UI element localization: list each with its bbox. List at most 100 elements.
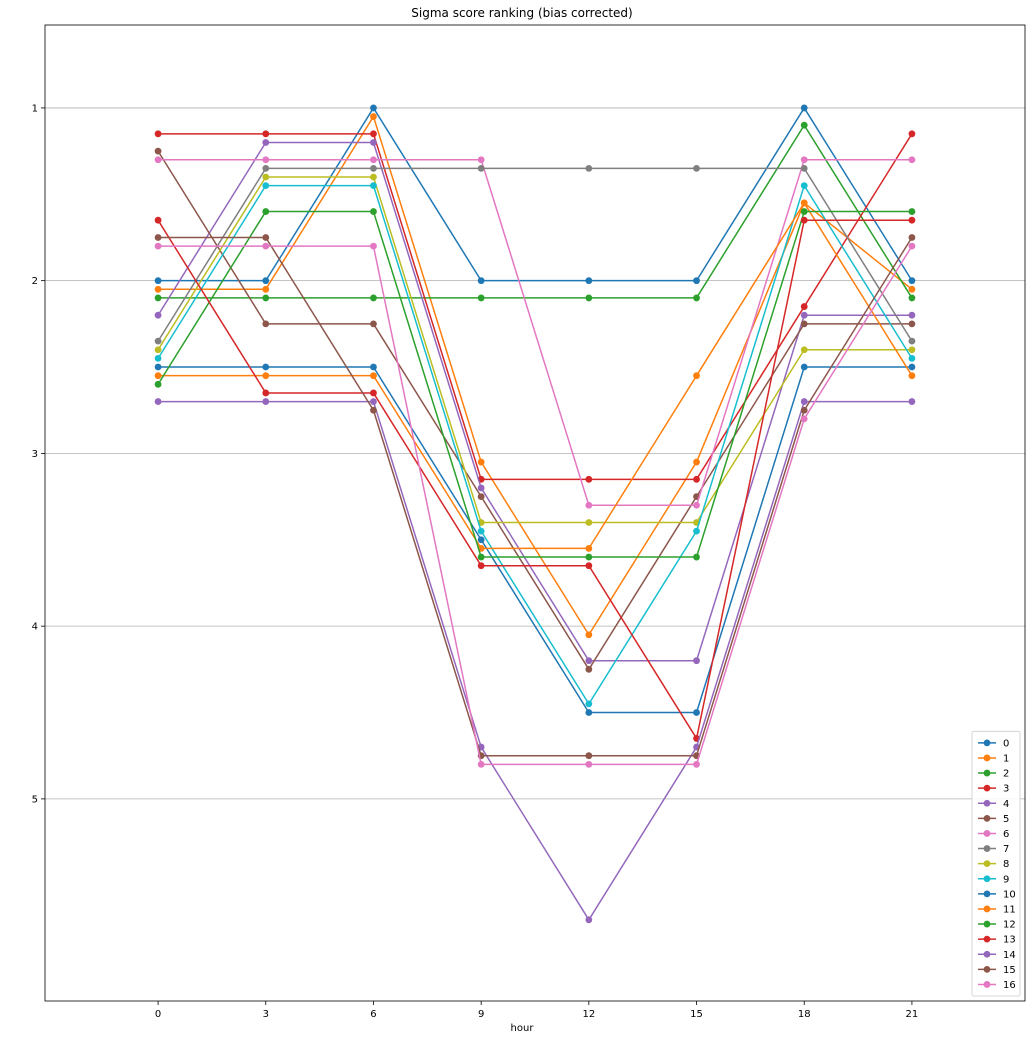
legend-item: 7	[978, 844, 1009, 855]
data-point	[262, 164, 270, 172]
legend-label: 9	[1003, 874, 1009, 885]
data-point	[800, 121, 808, 129]
data-point	[370, 182, 377, 190]
legend-item: 14	[978, 950, 1016, 961]
data-point	[262, 208, 270, 215]
data-point	[370, 294, 377, 302]
series-line	[158, 158, 912, 506]
data-point	[262, 294, 270, 302]
series-line	[157, 219, 912, 740]
data-point	[262, 372, 270, 380]
series-13	[154, 216, 916, 742]
data-point	[908, 311, 916, 319]
data-point	[370, 173, 377, 181]
legend-item: 5	[978, 814, 1009, 825]
data-point	[585, 475, 593, 483]
legend-label: 13	[1003, 935, 1016, 946]
legend-swatch-marker	[983, 830, 991, 837]
x-tick-label: 12	[582, 1009, 595, 1020]
legend-label: 16	[1003, 980, 1016, 991]
data-point	[477, 277, 485, 285]
series-line	[158, 245, 913, 766]
data-point	[908, 398, 916, 405]
data-point	[693, 164, 700, 172]
data-point	[262, 285, 270, 293]
data-point	[262, 156, 270, 164]
legend-swatch-marker	[983, 799, 991, 807]
data-point	[908, 130, 916, 138]
legend-item: 11	[978, 904, 1016, 915]
x-tick-label: 21	[906, 1009, 919, 1020]
data-point	[693, 294, 700, 302]
data-point	[370, 389, 377, 397]
data-point	[908, 354, 916, 362]
data-point	[908, 320, 916, 328]
data-point	[800, 363, 808, 371]
legend-item: 8	[978, 859, 1009, 870]
data-point	[370, 208, 377, 215]
series-line	[158, 236, 913, 757]
data-point	[800, 311, 808, 319]
legend-item: 2	[978, 769, 1009, 780]
data-point	[908, 277, 916, 285]
series-2	[154, 121, 916, 302]
data-point	[154, 354, 162, 362]
data-point	[908, 156, 916, 164]
data-point	[693, 553, 700, 561]
plot-frame	[44, 24, 1026, 1002]
data-point	[477, 493, 485, 500]
data-point	[585, 519, 593, 526]
y-tick-label: 5	[32, 794, 38, 805]
series-line	[158, 124, 913, 299]
data-point	[370, 164, 377, 172]
data-point	[262, 242, 270, 250]
data-point	[800, 346, 808, 354]
legend-item: 10	[978, 889, 1016, 900]
legend-label: 2	[1003, 769, 1009, 780]
data-point	[477, 164, 485, 172]
data-point	[477, 484, 485, 492]
x-tick-label: 0	[155, 1009, 161, 1020]
legend-swatch-marker	[983, 965, 991, 973]
series-6	[154, 156, 916, 509]
y-tick-label: 3	[32, 449, 38, 460]
data-point	[154, 380, 162, 388]
series-0	[154, 104, 916, 285]
legend-item: 12	[978, 920, 1016, 931]
legend-label: 5	[1003, 814, 1009, 825]
legend-swatch-marker	[983, 784, 991, 792]
data-point	[585, 752, 593, 760]
data-point	[154, 363, 162, 371]
data-point	[154, 156, 162, 164]
series-5	[154, 147, 916, 673]
data-point	[262, 130, 270, 138]
legend-label: 10	[1003, 889, 1016, 900]
series-line	[157, 167, 913, 342]
data-point	[262, 389, 270, 397]
data-point	[908, 242, 916, 250]
data-point	[800, 182, 808, 190]
data-point	[800, 164, 808, 172]
legend-swatch-marker	[983, 845, 991, 852]
data-point	[154, 242, 162, 250]
series-line	[157, 184, 913, 705]
data-point	[477, 760, 485, 768]
data-point	[262, 398, 270, 405]
data-point	[585, 164, 593, 172]
data-point	[477, 536, 485, 544]
data-point	[154, 398, 162, 405]
data-point	[370, 242, 377, 250]
legend-label: 14	[1003, 950, 1016, 961]
legend-label: 7	[1003, 844, 1009, 855]
data-point	[370, 156, 377, 164]
y-tick-label: 4	[32, 622, 38, 633]
x-tick-label: 15	[690, 1009, 703, 1020]
legend-swatch-marker	[983, 981, 991, 988]
series-7	[154, 164, 916, 345]
legend-swatch-marker	[983, 890, 991, 898]
data-point	[370, 113, 377, 120]
legend-label: 1	[1003, 753, 1009, 764]
x-tick-label: 18	[798, 1009, 811, 1020]
legend-item: 9	[978, 874, 1009, 885]
data-point	[154, 234, 162, 241]
